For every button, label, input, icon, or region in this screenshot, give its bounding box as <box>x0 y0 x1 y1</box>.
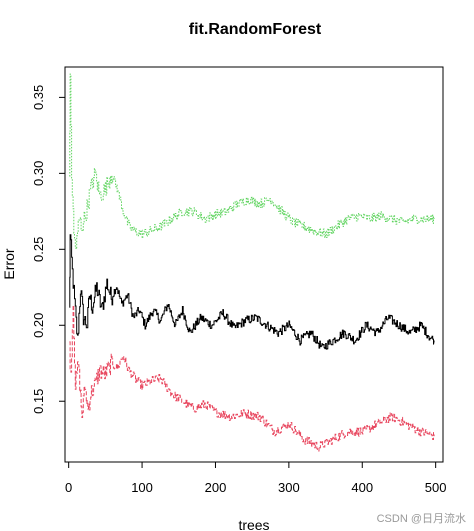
x-tick-label: 200 <box>205 480 227 495</box>
y-tick-label: 0.35 <box>31 85 46 110</box>
error-series-line-3 <box>69 73 435 250</box>
y-tick-label: 0.15 <box>31 389 46 414</box>
error-series-line-1 <box>69 234 435 350</box>
y-axis: 0.15 0.20 0.25 0.30 0.35 <box>31 85 65 414</box>
chart-title: fit.RandomForest <box>189 21 322 38</box>
y-tick-label: 0.20 <box>31 313 46 338</box>
x-axis: 0 100 200 300 400 500 <box>65 462 447 495</box>
plot-frame <box>64 66 444 463</box>
x-tick-label: 100 <box>131 480 153 495</box>
y-tick-label: 0.30 <box>31 161 46 186</box>
x-axis-label: trees <box>238 517 269 531</box>
watermark-text: CSDN @日月流水 <box>377 511 466 525</box>
series-layer <box>69 73 435 452</box>
x-tick-label: 0 <box>65 480 72 495</box>
y-tick-label: 0.25 <box>31 237 46 262</box>
x-tick-label: 300 <box>278 480 300 495</box>
x-tick-label: 400 <box>351 480 373 495</box>
x-tick-label: 500 <box>425 480 447 495</box>
y-axis-label: Error <box>1 248 17 279</box>
error-series-line-2 <box>69 304 435 452</box>
